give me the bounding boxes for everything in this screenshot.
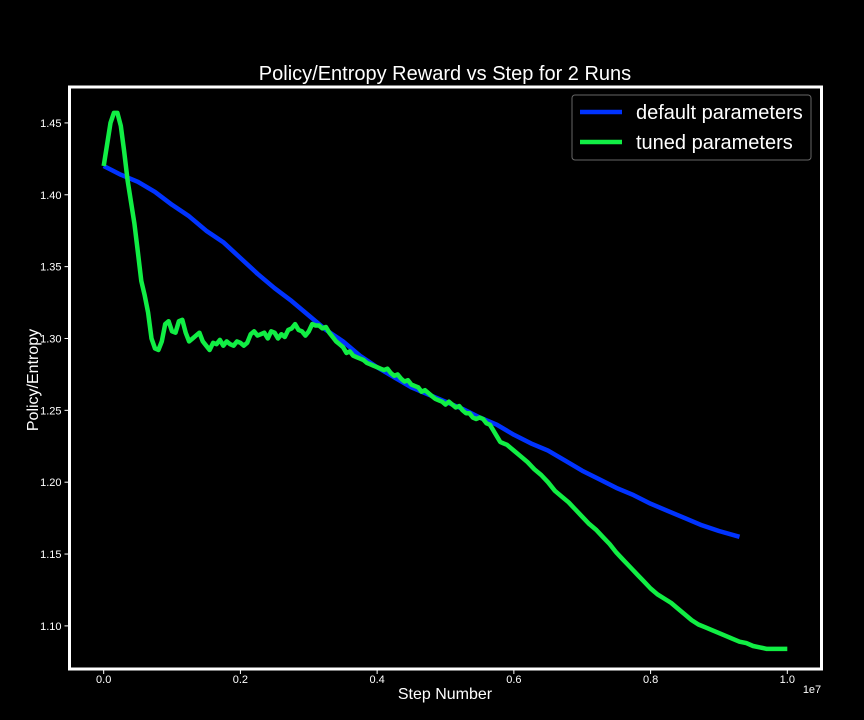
- series-line-2: [101, 110, 788, 652]
- x-tick-label: 0.6: [506, 674, 521, 686]
- y-tick-label: 1.30: [40, 333, 61, 345]
- x-tick-label: 0.4: [369, 674, 384, 686]
- y-tick-label: 1.25: [40, 405, 61, 417]
- x-axis-label: Step Number: [398, 686, 493, 703]
- x-tick-label: 0.8: [643, 674, 658, 686]
- chart-title: Policy/Entropy Reward vs Step for 2 Runs: [259, 63, 631, 85]
- x-tick-label: 1.0: [780, 674, 795, 686]
- y-tick-label: 1.40: [40, 190, 61, 202]
- legend: default parameters tuned parameters: [571, 94, 812, 161]
- legend-label-1: default parameters: [636, 102, 803, 124]
- y-tick-label: 1.45: [40, 118, 61, 130]
- y-axis-ticks: 1.10 1.15 1.20 1.25 1.30 1.35 1.40 1.45: [40, 118, 70, 633]
- y-tick-label: 1.10: [40, 621, 61, 633]
- x-tick-label: 0.2: [233, 674, 248, 686]
- y-tick-label: 1.20: [40, 477, 61, 489]
- legend-box: [571, 94, 812, 161]
- x-axis-offset-label: 1e7: [803, 684, 821, 696]
- series-layer: [101, 110, 788, 652]
- y-tick-label: 1.15: [40, 549, 61, 561]
- y-axis-label: Policy/Entropy: [25, 329, 42, 431]
- y-tick-label: 1.35: [40, 262, 61, 274]
- legend-label-2: tuned parameters: [636, 132, 793, 154]
- plot-frame: [68, 85, 823, 671]
- x-tick-label: 0.0: [96, 674, 111, 686]
